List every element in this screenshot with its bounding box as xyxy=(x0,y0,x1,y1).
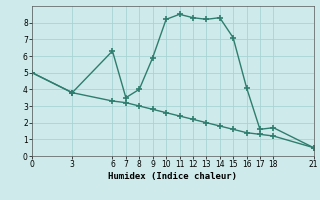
X-axis label: Humidex (Indice chaleur): Humidex (Indice chaleur) xyxy=(108,172,237,181)
